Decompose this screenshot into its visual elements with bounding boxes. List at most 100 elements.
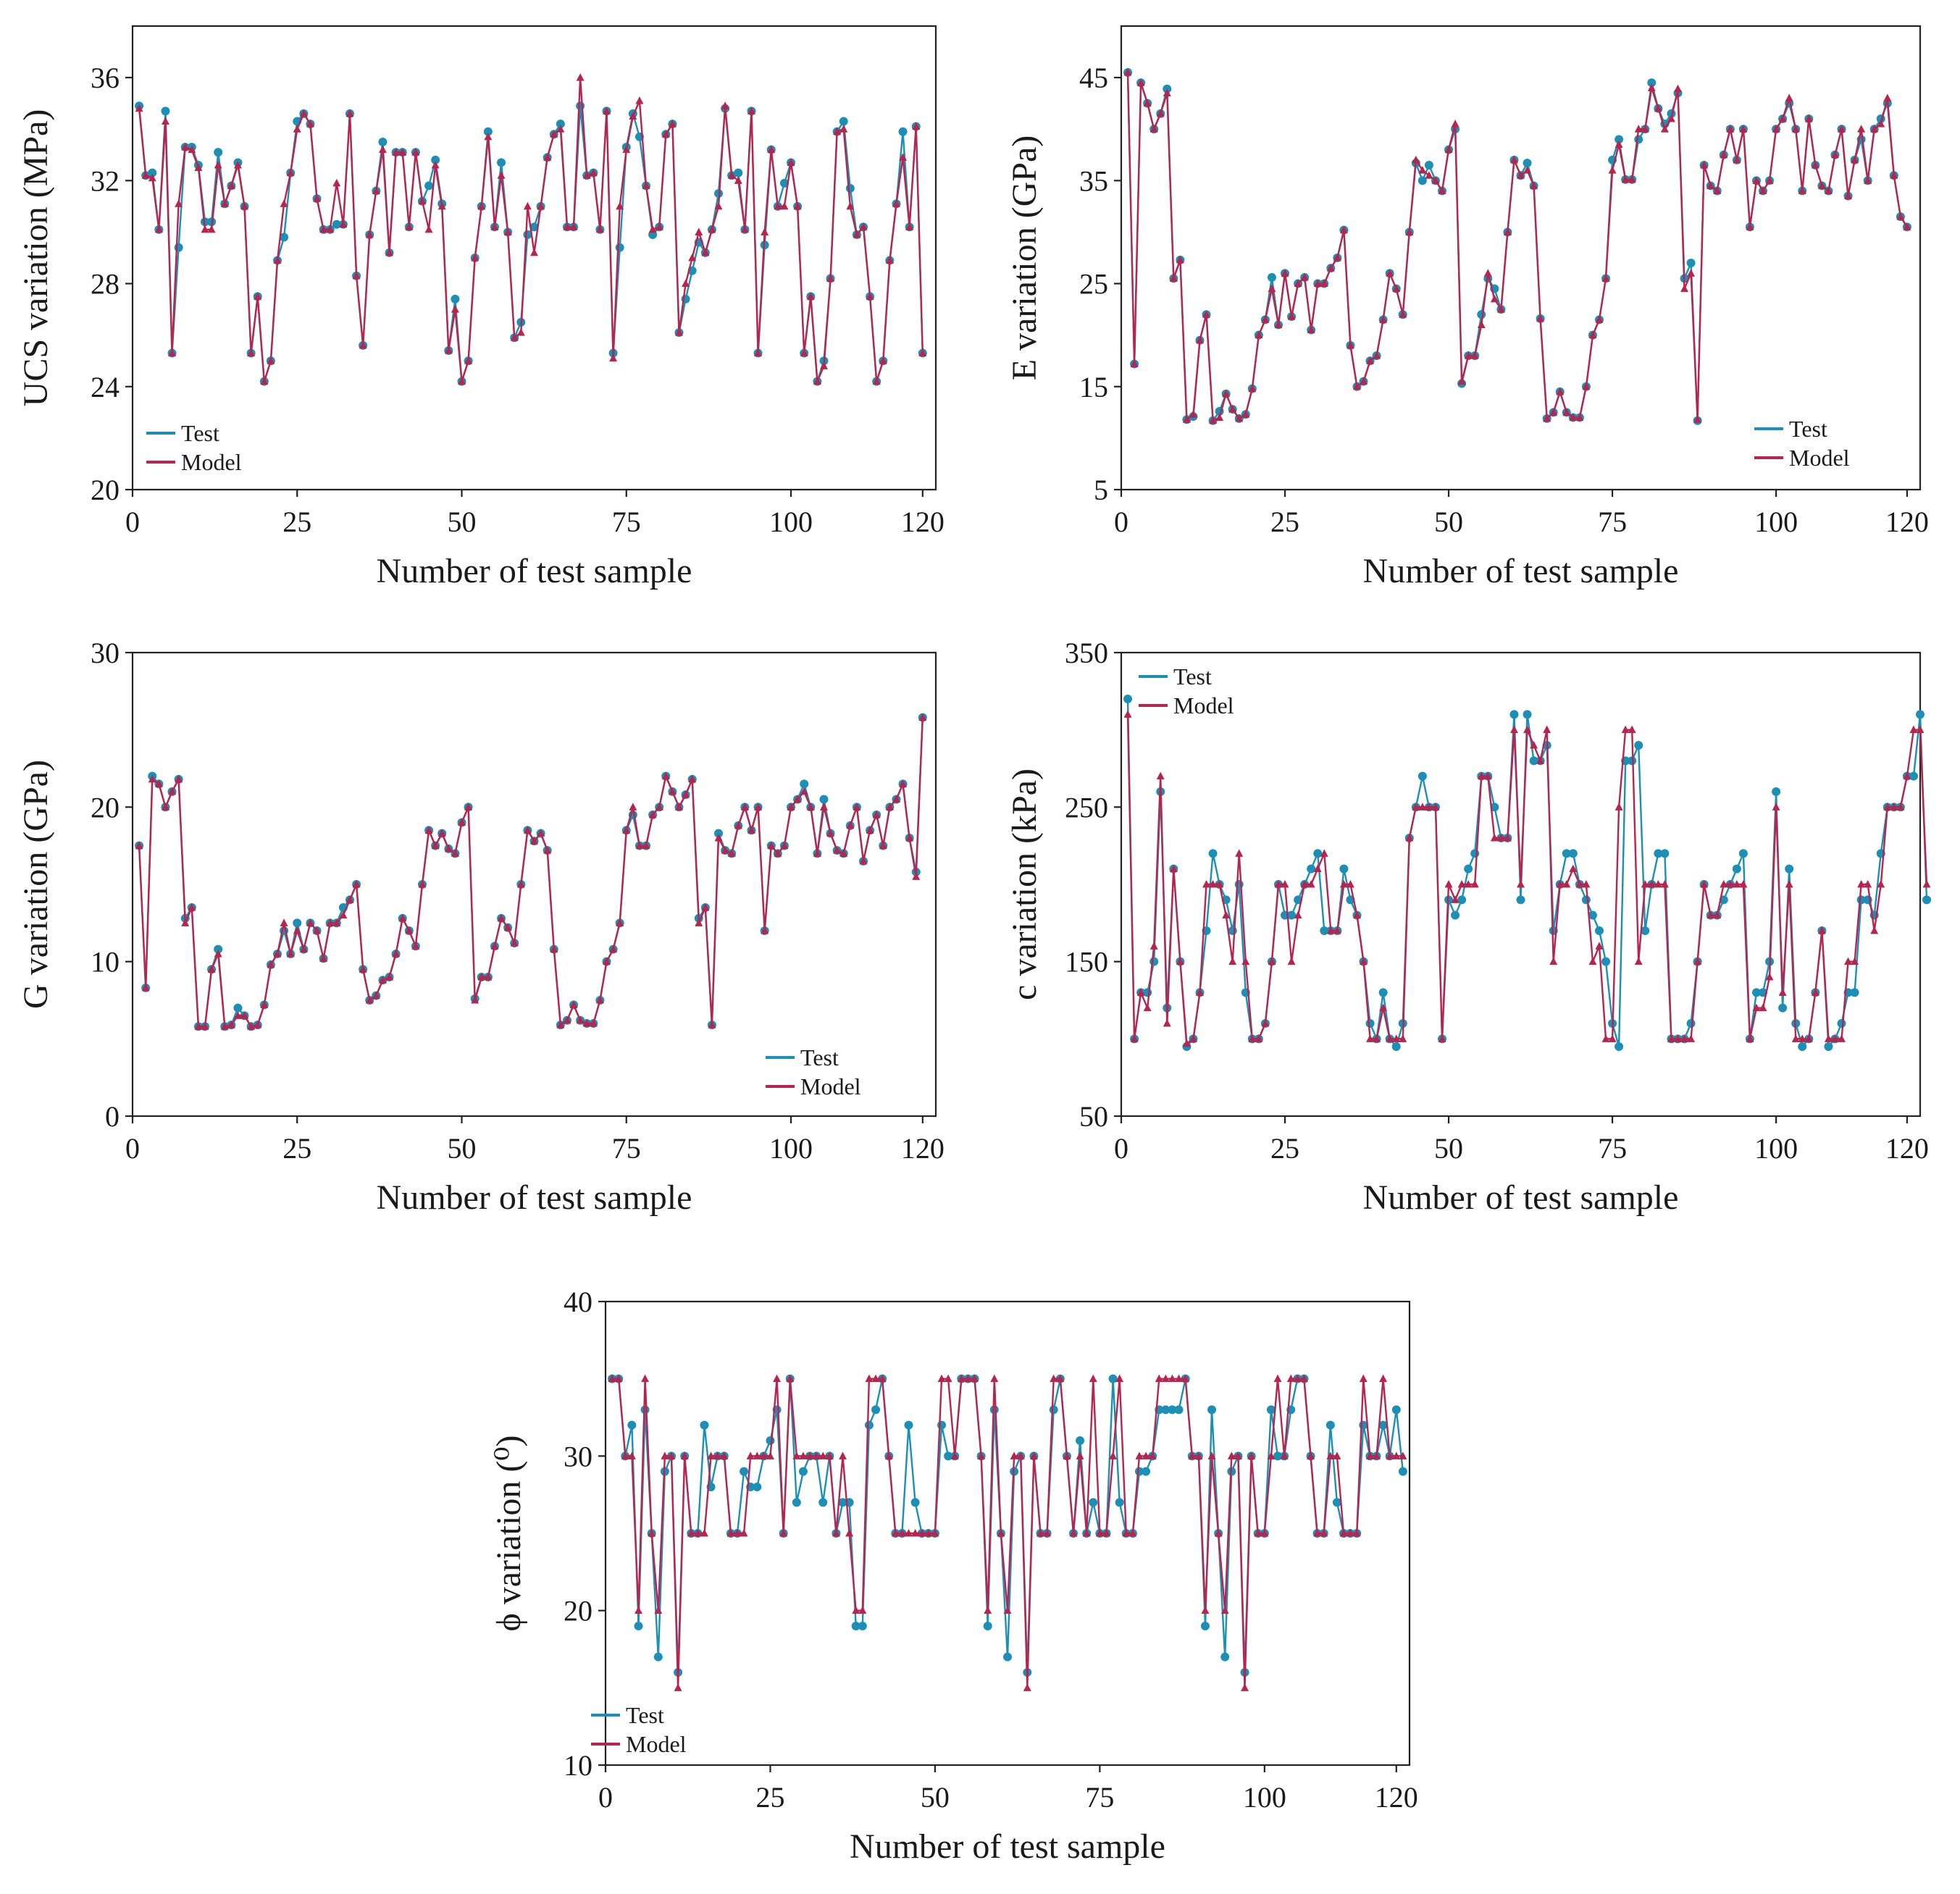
test-point [838,1498,847,1507]
model-point [1176,255,1184,264]
model-point [766,1451,774,1459]
model-point [569,222,578,230]
model-point [852,1606,860,1614]
model-point [1333,926,1341,934]
model-point [220,1022,229,1030]
model-point [484,973,493,981]
model-point [1483,771,1492,780]
model-point [1274,320,1283,328]
test-point [1523,159,1532,168]
model-point [326,918,335,926]
x-axis-label: Number of test sample [1363,552,1679,590]
model-point [767,145,776,154]
test-point [161,106,170,116]
x-axis-label: Number of test sample [377,1178,692,1217]
model-point [537,201,545,210]
model-point [1102,1529,1110,1537]
model-point [1089,1374,1097,1383]
model-point [1188,1451,1197,1459]
model-point [1425,803,1433,810]
model-point [589,1019,598,1027]
model-point [642,841,650,850]
model-point [1215,880,1224,888]
model-point [227,181,235,189]
model-point [912,872,921,880]
model-point [392,950,401,958]
model-point [516,880,525,888]
model-point [332,178,341,187]
model-point [1687,269,1696,277]
model-point [1346,1529,1354,1537]
model-point [1811,161,1819,169]
test-point [1108,1374,1118,1383]
model-point [1379,315,1388,323]
model-point [674,328,683,336]
test-point [1628,756,1637,766]
test-point [1168,1405,1177,1415]
model-point [1339,1529,1348,1537]
model-point [1399,310,1407,318]
model-point [1405,834,1414,842]
x-tick-label: 0 [125,506,140,538]
model-series-line [1126,714,1928,1044]
model-point [411,942,420,950]
model-point [510,939,519,947]
test-point [1738,849,1748,858]
model-point [1241,957,1250,965]
model-point [1509,155,1518,164]
model-point [1536,314,1545,322]
model-point [1916,725,1925,734]
model-point [1601,274,1610,282]
model-point [1733,155,1741,164]
model-point [339,219,348,228]
x-tick-label: 50 [1434,1132,1463,1165]
model-point [858,1606,867,1614]
model-point [1109,1451,1118,1459]
model-point [667,1451,676,1459]
model-point [1615,140,1623,148]
model-point [1281,269,1289,277]
model-point [1634,957,1643,965]
model-point [497,913,506,922]
test-point [1339,864,1349,873]
model-point [977,1451,986,1459]
x-tick-label: 100 [769,1132,813,1165]
model-point [1595,315,1604,323]
model-point [1268,957,1276,965]
model-point [1765,176,1774,184]
model-point [1003,1606,1012,1614]
test-point [1490,803,1499,812]
model-point [490,942,499,950]
test-point [148,168,157,177]
model-point [260,377,269,385]
model-point [503,923,512,931]
model-point [280,199,288,207]
model-point [805,1451,814,1459]
model-point [1601,1034,1610,1042]
model-point [1700,880,1709,888]
chart-phi: 0 25 50 75 100 120 10 20 30 40 Number of test samp… [490,1286,1418,1866]
model-point [733,1529,742,1537]
model-point [1299,1374,1308,1383]
test-point [293,918,302,928]
model-point [1202,880,1211,888]
model-point [240,1011,249,1019]
test-legend-label: Test [1789,416,1827,442]
model-point [1260,1529,1269,1537]
model-point [1804,114,1813,122]
model-point [1352,382,1361,390]
model-point [1261,315,1270,323]
plot-frame [604,1300,1411,1767]
model-point [352,880,361,888]
model-point [688,253,697,261]
x-tick-label: 100 [1243,1781,1286,1814]
model-series-line [138,717,924,1028]
model-point [1824,1034,1833,1042]
test-point [1451,910,1460,920]
model-point [135,841,143,850]
y-tick-label: 25 [1079,268,1108,301]
model-point [1161,1374,1170,1383]
model-point [1621,175,1630,183]
model-point [1379,1003,1388,1012]
model-point [424,826,433,834]
